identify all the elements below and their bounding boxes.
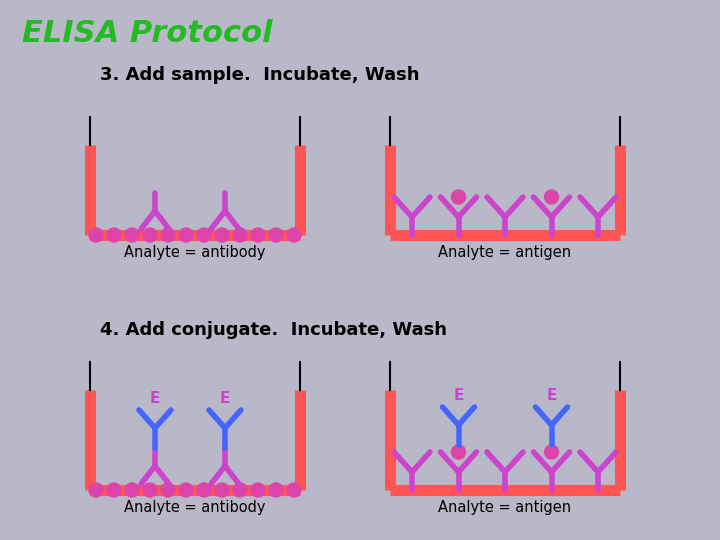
Text: E: E: [546, 388, 557, 403]
Text: E: E: [220, 391, 230, 406]
Circle shape: [107, 228, 121, 242]
Circle shape: [544, 445, 559, 459]
Circle shape: [161, 228, 175, 242]
Circle shape: [89, 483, 103, 497]
Text: Analyte = antigen: Analyte = antigen: [438, 500, 572, 515]
Circle shape: [143, 228, 157, 242]
Circle shape: [197, 228, 211, 242]
Circle shape: [251, 483, 265, 497]
Circle shape: [179, 228, 193, 242]
Circle shape: [269, 228, 283, 242]
Circle shape: [197, 483, 211, 497]
Circle shape: [125, 228, 139, 242]
Circle shape: [451, 190, 466, 204]
Circle shape: [143, 483, 157, 497]
Text: E: E: [150, 391, 160, 406]
Circle shape: [107, 483, 121, 497]
Text: 4. Add conjugate.  Incubate, Wash: 4. Add conjugate. Incubate, Wash: [100, 321, 447, 339]
Text: ELISA Protocol: ELISA Protocol: [22, 19, 273, 48]
Circle shape: [251, 228, 265, 242]
Text: Analyte = antibody: Analyte = antibody: [125, 500, 266, 515]
Text: Analyte = antigen: Analyte = antigen: [438, 245, 572, 260]
Circle shape: [215, 228, 229, 242]
Circle shape: [215, 483, 229, 497]
Circle shape: [179, 483, 193, 497]
Circle shape: [269, 483, 283, 497]
Circle shape: [544, 190, 559, 204]
Circle shape: [287, 483, 301, 497]
Circle shape: [451, 445, 466, 459]
Text: Analyte = antibody: Analyte = antibody: [125, 245, 266, 260]
Circle shape: [287, 228, 301, 242]
Circle shape: [233, 483, 247, 497]
Circle shape: [125, 483, 139, 497]
Text: E: E: [454, 388, 464, 403]
Text: 3. Add sample.  Incubate, Wash: 3. Add sample. Incubate, Wash: [100, 66, 420, 84]
Circle shape: [161, 483, 175, 497]
Circle shape: [233, 228, 247, 242]
Circle shape: [89, 228, 103, 242]
